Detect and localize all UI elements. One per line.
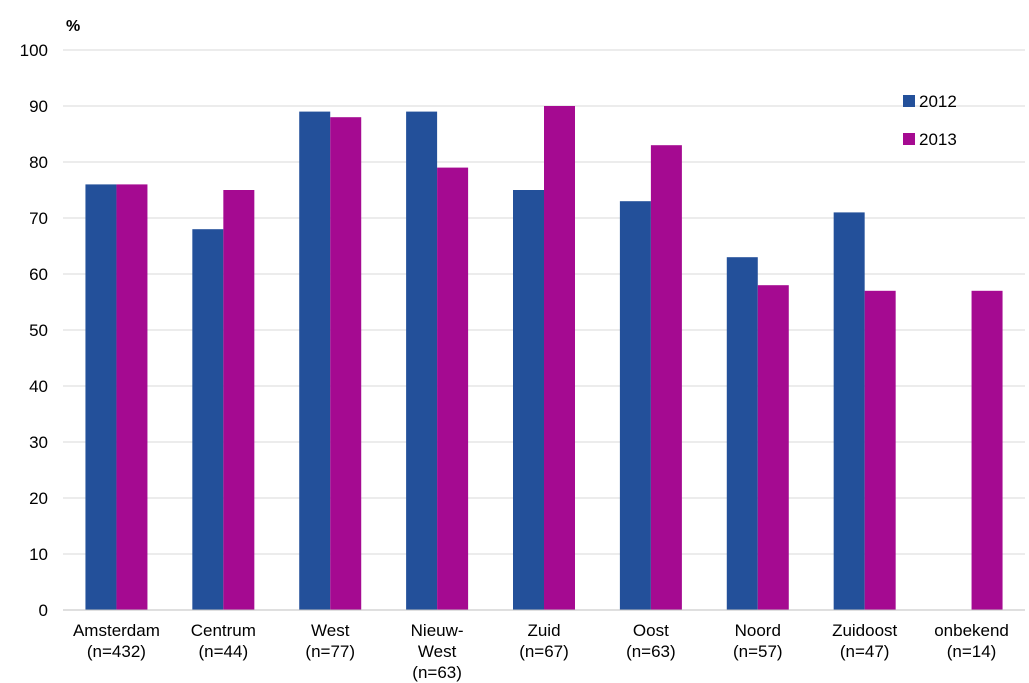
- x-category-label: (n=67): [519, 642, 569, 661]
- x-category-label: (n=432): [87, 642, 146, 661]
- bar-2013-amsterdam: [116, 184, 148, 610]
- x-category-label: Nieuw-: [411, 621, 464, 640]
- y-axis-ticks: 0 10 20 30 40 50 60 70 80 90 100: [20, 41, 48, 620]
- x-category-label: Noord: [735, 621, 781, 640]
- bar-2012-nieuw: [406, 111, 438, 610]
- bar-2013-centrum: [223, 190, 255, 610]
- y-tick-label-90: 90: [29, 97, 48, 116]
- legend-label-2012: 2012: [919, 92, 957, 111]
- y-tick-label-30: 30: [29, 433, 48, 452]
- bar-2012-west: [299, 111, 331, 610]
- x-category-label: (n=77): [305, 642, 355, 661]
- legend-label-2013: 2013: [919, 130, 957, 149]
- bar-2013-onbekend: [971, 290, 1003, 610]
- x-category-label: onbekend: [934, 621, 1009, 640]
- bar-2012-centrum: [192, 229, 224, 610]
- y-tick-label-60: 60: [29, 265, 48, 284]
- bar-2012-noord: [726, 257, 758, 610]
- y-tick-label-10: 10: [29, 545, 48, 564]
- bar-2012-zuid: [513, 190, 544, 610]
- x-category-label: (n=63): [626, 642, 676, 661]
- bar-2013-oost: [650, 145, 682, 610]
- bar-2013-zuidoost: [864, 290, 896, 610]
- y-tick-label-40: 40: [29, 377, 48, 396]
- x-category-label: (n=44): [199, 642, 249, 661]
- y-tick-label-100: 100: [20, 41, 48, 60]
- y-axis-unit-label: %: [66, 18, 80, 35]
- bar-2013-west: [330, 117, 362, 610]
- x-category-label: (n=63): [412, 663, 462, 682]
- x-category-label: Amsterdam: [73, 621, 160, 640]
- x-category-label: West: [311, 621, 350, 640]
- x-category-label: West: [418, 642, 457, 661]
- x-category-label: (n=57): [733, 642, 783, 661]
- x-axis-categories: Amsterdam (n=432) Centrum (n=44) West (n=77) N…: [73, 621, 1009, 682]
- bar-2013-zuid: [544, 106, 575, 610]
- legend-swatch-2012: [903, 95, 915, 107]
- bars: [85, 106, 1003, 610]
- y-tick-label-80: 80: [29, 153, 48, 172]
- bar-2012-zuidoost: [833, 212, 865, 610]
- x-category-label: Zuidoost: [832, 621, 897, 640]
- x-category-label: (n=14): [947, 642, 997, 661]
- bar-2012-amsterdam: [85, 184, 117, 610]
- y-tick-label-70: 70: [29, 209, 48, 228]
- x-category-label: (n=47): [840, 642, 890, 661]
- x-category-label: Centrum: [191, 621, 256, 640]
- y-tick-label-0: 0: [39, 601, 48, 620]
- y-tick-label-20: 20: [29, 489, 48, 508]
- x-category-label: Zuid: [527, 621, 560, 640]
- bar-2013-noord: [757, 285, 789, 610]
- y-tick-label-50: 50: [29, 321, 48, 340]
- legend-swatch-2013: [903, 133, 915, 145]
- bar-2012-oost: [619, 201, 651, 610]
- bar-2013-nieuw: [437, 167, 469, 610]
- x-category-label: Oost: [633, 621, 669, 640]
- legend: 2012 2013: [903, 92, 957, 149]
